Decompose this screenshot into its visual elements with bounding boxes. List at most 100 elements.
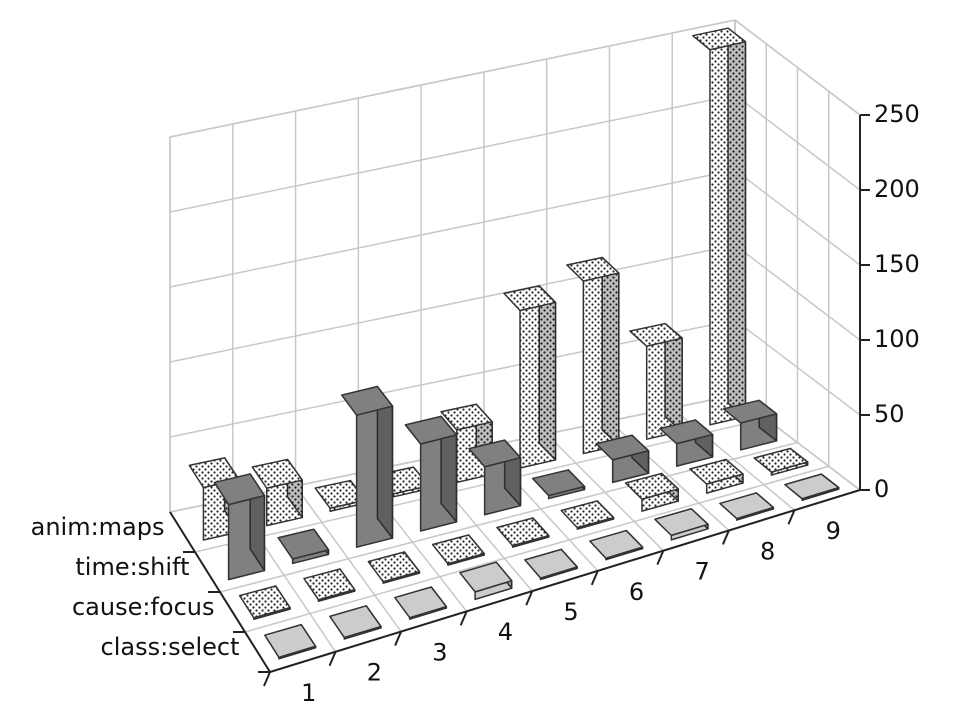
y-tick-label: 0 [874, 475, 889, 503]
wall-edge [734, 19, 861, 116]
wall-edge [169, 19, 736, 138]
legend-label: anim:maps [31, 513, 165, 541]
bar-top [251, 458, 303, 489]
bar-top [496, 517, 550, 547]
bar-top [566, 256, 620, 282]
bar [566, 256, 620, 455]
bar-top [404, 415, 458, 445]
floor-grid-line [194, 418, 767, 553]
bar [659, 419, 714, 467]
bar [340, 385, 394, 548]
y-tick-label: 150 [874, 250, 920, 278]
bar-top [459, 561, 513, 593]
bar [213, 473, 266, 581]
x-tick [787, 509, 796, 525]
bar-top [329, 605, 382, 639]
bar-top [440, 403, 493, 431]
bar [303, 568, 356, 602]
axis-line [269, 489, 861, 673]
x-tick-label: 2 [367, 659, 382, 687]
bar-top [503, 285, 557, 312]
x-tick-label: 4 [498, 618, 513, 646]
bar-top [589, 529, 644, 559]
grid-line [169, 244, 736, 363]
x-tick [459, 610, 468, 626]
bar [503, 285, 557, 469]
x-tick-label: 7 [694, 558, 709, 586]
bar [531, 469, 586, 500]
bar [404, 415, 458, 532]
bar-top [367, 551, 421, 583]
bar [238, 585, 291, 620]
bar [692, 27, 747, 426]
bar-top [560, 500, 615, 529]
bar-top [624, 472, 679, 500]
x-tick [656, 550, 665, 566]
legend-label: cause:focus [72, 593, 215, 621]
bar [654, 507, 709, 541]
bar-top [784, 473, 840, 500]
bar [277, 528, 330, 565]
bar-shade [539, 285, 556, 460]
y-tick-label: 50 [874, 400, 905, 428]
x-tick-label: 1 [301, 679, 316, 707]
grid-line [734, 319, 861, 416]
x-tick [525, 590, 534, 606]
x-tick [263, 671, 271, 687]
bar [459, 561, 513, 601]
bar-top [753, 447, 809, 473]
bar [251, 458, 303, 527]
bar-top [659, 419, 714, 445]
y-tick-label: 200 [874, 175, 920, 203]
bar-top [394, 586, 448, 619]
bar [367, 551, 421, 584]
legend-label: class:select [101, 633, 240, 661]
x-tick [394, 631, 403, 646]
x-tick-label: 3 [432, 638, 447, 666]
x-tick-label: 8 [760, 537, 775, 565]
bar-top [277, 528, 330, 560]
bar-top [524, 548, 578, 579]
bar-shade [441, 416, 457, 522]
bar [496, 517, 550, 548]
x-tick [721, 530, 730, 545]
bar [468, 439, 522, 516]
grid-line [734, 94, 861, 191]
bar-shade [728, 28, 746, 417]
x-tick-label: 5 [563, 598, 578, 626]
bar-top [531, 469, 586, 497]
bar-shade [377, 386, 393, 539]
bar-shade [665, 323, 683, 432]
bar [719, 492, 775, 521]
bar [329, 605, 382, 640]
bar-top [654, 507, 709, 537]
bar-top [264, 623, 317, 659]
bar-top [629, 322, 683, 347]
bar-top [238, 585, 291, 619]
x-tick [590, 570, 599, 586]
bar-top [213, 473, 266, 506]
grid-line [734, 244, 861, 341]
grid-line [169, 169, 736, 288]
bar-shade [602, 257, 619, 446]
bar-top [314, 479, 367, 509]
bar-top [722, 399, 778, 424]
x-tick-label: 9 [826, 517, 841, 545]
y-tick-label: 100 [874, 325, 920, 353]
legend-label: time:shift [75, 553, 189, 581]
bar [394, 586, 448, 620]
bar [264, 623, 317, 660]
bar-top [431, 534, 485, 565]
bar-top [595, 434, 650, 461]
bar [560, 500, 615, 530]
bar-top [689, 458, 744, 485]
bar-top [340, 385, 394, 416]
grid-line [169, 94, 736, 213]
bar [524, 548, 578, 581]
bar [595, 434, 650, 484]
bar-top [303, 568, 356, 601]
y-tick-label: 250 [874, 100, 920, 128]
bar [431, 534, 485, 566]
